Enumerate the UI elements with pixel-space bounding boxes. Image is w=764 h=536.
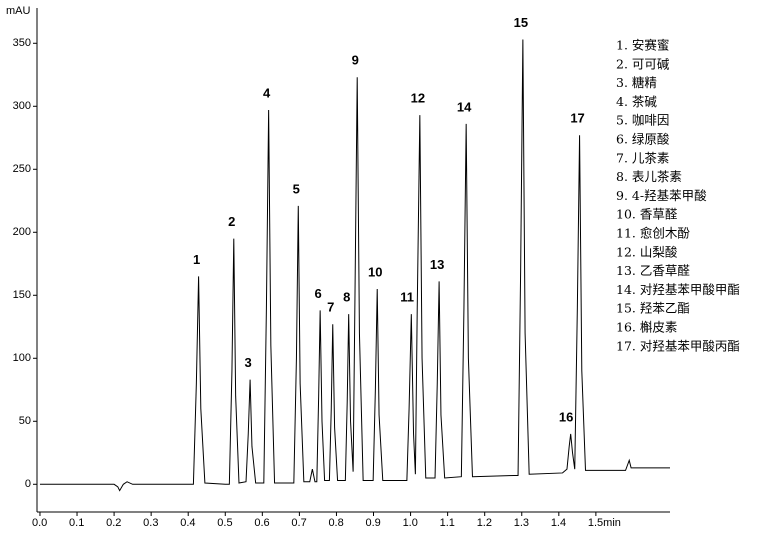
peak-label: 9 bbox=[352, 53, 359, 68]
peak-label: 2 bbox=[228, 214, 235, 229]
peak-label: 11 bbox=[400, 290, 414, 305]
legend-item: 2. 可可碱 bbox=[616, 56, 670, 71]
peak-label: 13 bbox=[430, 257, 444, 272]
peak-label: 14 bbox=[457, 99, 472, 114]
legend-item: 16. 槲皮素 bbox=[616, 320, 677, 335]
legend-item: 1. 安赛蜜 bbox=[616, 38, 669, 53]
x-tick-label: 0.4 bbox=[180, 517, 195, 529]
legend-item: 14. 对羟基苯甲酸甲酯 bbox=[616, 282, 740, 297]
legend-item: 4. 茶碱 bbox=[616, 94, 657, 109]
x-tick-label: 0.8 bbox=[328, 517, 343, 529]
x-tick-label: 1.5min bbox=[588, 517, 621, 529]
legend-item: 13. 乙香草醛 bbox=[616, 263, 690, 278]
peak-label: 8 bbox=[343, 290, 350, 305]
peak-label: 17 bbox=[570, 111, 584, 126]
legend-item: 10. 香草醛 bbox=[616, 207, 678, 222]
x-tick-label: 0.6 bbox=[254, 517, 269, 529]
y-tick-label: 350 bbox=[13, 37, 31, 49]
x-tick-label: 0.7 bbox=[291, 517, 306, 529]
legend-item: 3. 糖精 bbox=[616, 75, 657, 90]
peak-label: 10 bbox=[368, 264, 382, 279]
peak-label: 7 bbox=[327, 300, 334, 315]
y-tick-label: 250 bbox=[13, 163, 31, 175]
peak-label: 16 bbox=[559, 409, 573, 424]
y-tick-label: 150 bbox=[13, 289, 31, 301]
legend-item: 15. 羟苯乙酯 bbox=[616, 301, 690, 316]
legend-item: 8. 表儿茶素 bbox=[616, 169, 682, 184]
peak-label: 4 bbox=[263, 85, 271, 100]
trace-line bbox=[39, 39, 670, 492]
legend-item: 11. 愈创木酚 bbox=[616, 226, 690, 241]
x-tick-label: 1.1 bbox=[440, 517, 455, 529]
y-axis-label: mAU bbox=[6, 5, 31, 17]
x-tick-label: 1.0 bbox=[403, 517, 418, 529]
x-tick-label: 1.3 bbox=[514, 517, 529, 529]
y-tick-label: 50 bbox=[19, 415, 31, 427]
x-tick-label: 1.2 bbox=[477, 517, 492, 529]
x-tick-label: 0.2 bbox=[106, 517, 121, 529]
y-tick-label: 200 bbox=[13, 226, 31, 238]
legend-item: 9. 4-羟基苯甲酸 bbox=[616, 188, 707, 203]
x-tick-label: 0.0 bbox=[32, 517, 47, 529]
legend-item: 7. 儿茶素 bbox=[616, 150, 669, 165]
peak-label: 12 bbox=[411, 91, 425, 106]
y-tick-label: 0 bbox=[25, 478, 31, 490]
y-tick-label: 100 bbox=[13, 352, 31, 364]
x-tick-label: 0.5 bbox=[217, 517, 232, 529]
x-tick-label: 0.1 bbox=[69, 517, 84, 529]
legend-item: 6. 绿原酸 bbox=[616, 132, 670, 147]
peak-label: 1 bbox=[193, 252, 200, 267]
peak-label: 15 bbox=[514, 15, 528, 30]
peak-label: 6 bbox=[315, 286, 322, 301]
legend-item: 12. 山梨酸 bbox=[616, 244, 678, 259]
y-tick-label: 300 bbox=[13, 100, 31, 112]
legend-item: 5. 咖啡因 bbox=[616, 113, 669, 128]
peak-label: 3 bbox=[244, 355, 251, 370]
x-tick-label: 0.3 bbox=[143, 517, 158, 529]
x-tick-label: 0.9 bbox=[366, 517, 381, 529]
legend-item: 17. 对羟基苯甲酸丙酯 bbox=[616, 338, 740, 353]
peak-label: 5 bbox=[293, 181, 300, 196]
x-tick-label: 1.4 bbox=[551, 517, 566, 529]
